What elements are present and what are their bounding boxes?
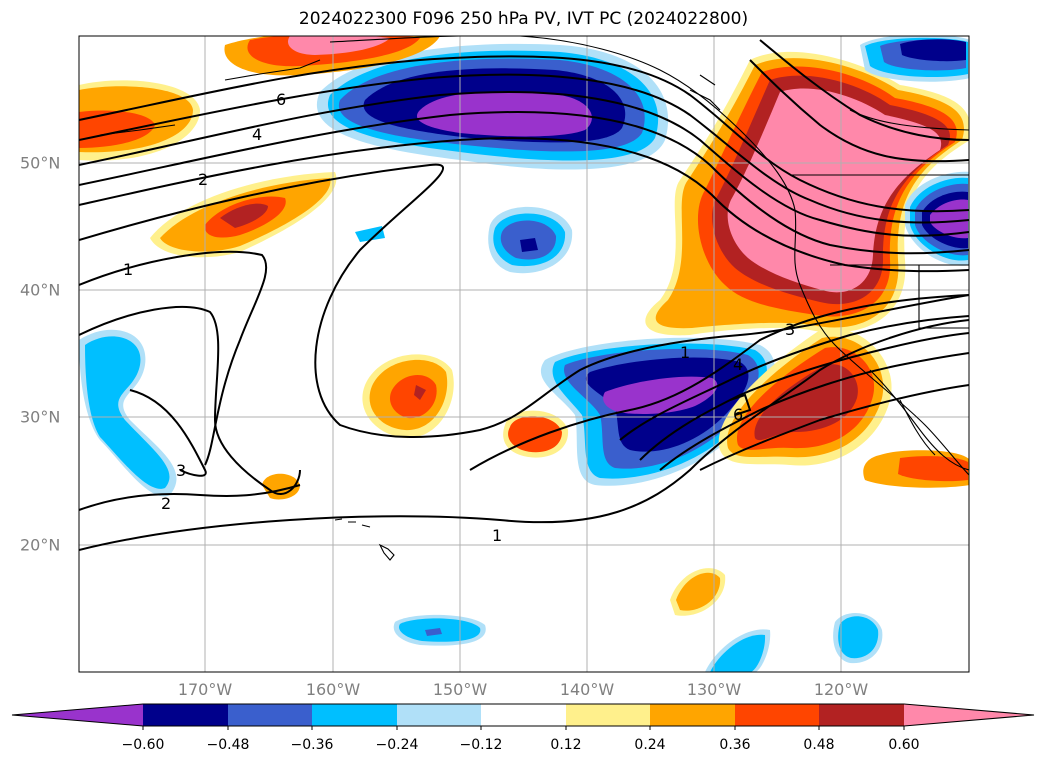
colorbar-cell [228, 704, 312, 726]
lon-label: 160°W [305, 680, 361, 699]
lat-label: 40°N [20, 280, 61, 300]
coastlines [99, 36, 969, 561]
colorbar-extend-max [904, 704, 1034, 726]
map-title: 2024022300 F096 250 hPa PV, IVT PC (2024… [298, 9, 749, 29]
colorbar-cell [481, 704, 566, 726]
colorbar-tick: 0.36 [719, 737, 751, 753]
contour-label: 3 [176, 461, 186, 480]
lon-label: 170°W [177, 680, 233, 699]
colorbar-tick: −0.24 [375, 737, 419, 753]
contour-label: 2 [161, 494, 171, 513]
lat-label: 50°N [20, 153, 61, 173]
contour-labels: 6 4 2 1 3 2 3 1 1 3 4 6 [123, 90, 795, 545]
map-frame [78, 35, 970, 673]
colorbar [11, 703, 1035, 730]
colorbar-cell [312, 704, 397, 726]
contour-label: 6 [733, 405, 743, 424]
contour-label: 4 [252, 125, 262, 144]
colorbar-cell [566, 704, 650, 726]
negative-anomaly-subtropical [540, 337, 775, 486]
lon-label: 140°W [559, 680, 615, 699]
colorbar-tick: 0.12 [550, 737, 582, 753]
lat-label: 20°N [20, 535, 61, 555]
colorbar-tick: −0.12 [459, 737, 503, 753]
colorbar-cell [650, 704, 735, 726]
contour-label: 1 [680, 343, 690, 362]
colorbar-cell [735, 704, 819, 726]
contour-label: 1 [123, 260, 133, 279]
colorbar-tick: −0.60 [121, 737, 165, 753]
lon-label: 150°W [432, 680, 488, 699]
contours [79, 39, 969, 551]
lat-label: 30°N [20, 407, 61, 427]
contour-label: 3 [785, 320, 795, 339]
colorbar-cell [819, 704, 904, 726]
positive-anomaly-baja [718, 328, 969, 488]
colorbar-tick: 0.60 [888, 737, 920, 753]
colorbar-tick: −0.36 [290, 737, 334, 753]
colorbar-tick: 0.24 [634, 737, 666, 753]
scattered-anomalies [79, 36, 969, 672]
contour-label: 1 [492, 526, 502, 545]
colorbar-extend-min [12, 704, 143, 726]
map-panel: 6 4 2 1 3 2 3 1 1 3 4 6 [78, 35, 970, 673]
colorbar-tick: −0.48 [206, 737, 250, 753]
lon-label: 130°W [686, 680, 742, 699]
gridlines [79, 36, 969, 672]
colorbar-tick: 0.48 [803, 737, 835, 753]
contour-label: 6 [276, 90, 286, 109]
contour-label: 2 [198, 170, 208, 189]
colorbar-cell [143, 704, 228, 726]
lon-label: 120°W [813, 680, 869, 699]
contour-label: 4 [733, 355, 743, 374]
colorbar-cell [397, 704, 481, 726]
shaded-field: 6 4 2 1 3 2 3 1 1 3 4 6 [79, 36, 969, 672]
